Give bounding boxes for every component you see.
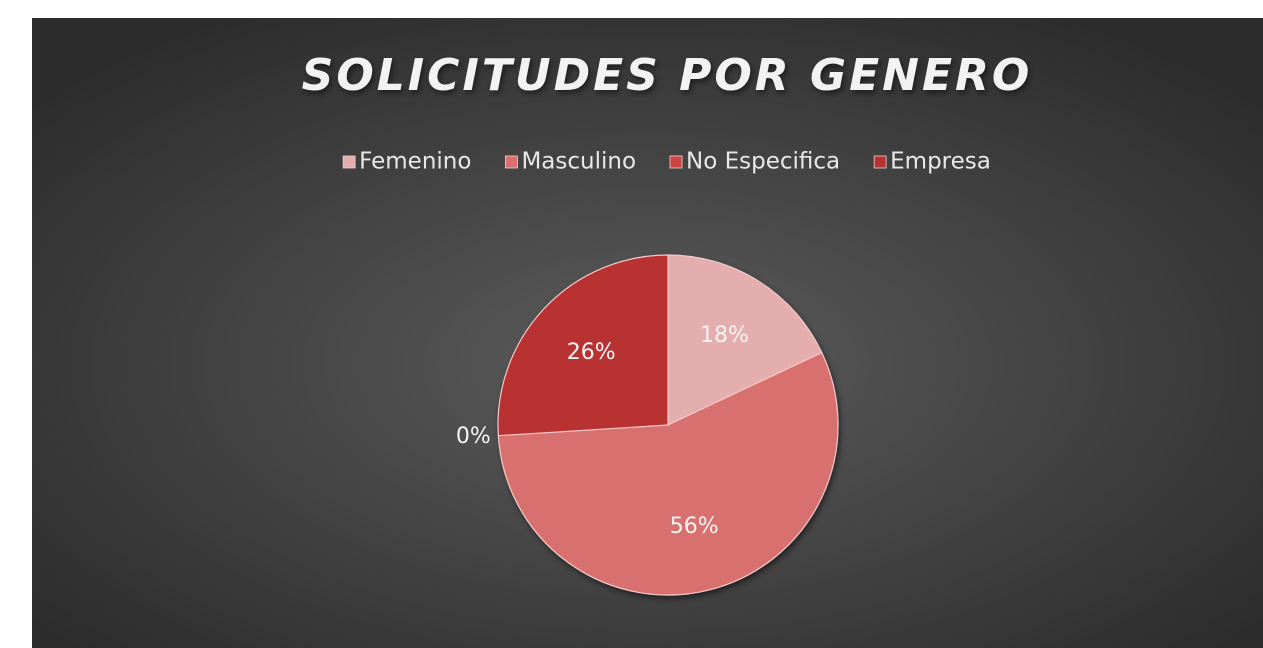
legend-marker bbox=[505, 155, 518, 169]
chart-title: SOLICITUDES POR GENERO bbox=[302, 50, 1033, 101]
legend-label: No Especifica bbox=[686, 149, 840, 175]
pie-slice bbox=[497, 254, 669, 437]
legend-label: Masculino bbox=[521, 149, 636, 175]
data-label: 56% bbox=[670, 514, 719, 539]
legend-marker bbox=[873, 155, 887, 169]
legend: Femenino Masculino No Especifica Empresa bbox=[342, 149, 991, 175]
data-label: 18% bbox=[700, 323, 749, 348]
data-label: 26% bbox=[567, 340, 616, 365]
pie-slice bbox=[667, 254, 823, 426]
legend-item: Femenino bbox=[342, 149, 471, 175]
data-labels: 18% 56% 0% 26% bbox=[456, 323, 749, 539]
legend-item: Masculino bbox=[505, 149, 636, 175]
legend-marker bbox=[342, 155, 356, 169]
legend-label: Femenino bbox=[359, 149, 471, 175]
legend-item: Empresa bbox=[873, 149, 991, 175]
legend-marker bbox=[669, 155, 683, 169]
legend-label: Empresa bbox=[890, 149, 991, 175]
data-label: 0% bbox=[456, 424, 491, 449]
legend-item: No Especifica bbox=[669, 149, 840, 175]
pie bbox=[497, 254, 839, 596]
pie-slice bbox=[497, 351, 839, 596]
